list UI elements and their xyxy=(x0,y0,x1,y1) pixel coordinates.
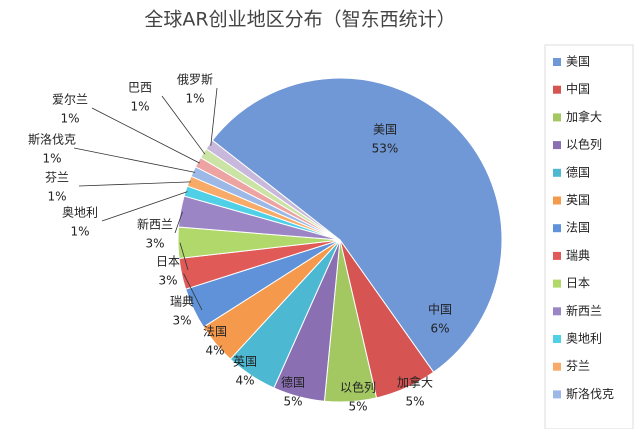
legend-swatch xyxy=(553,251,561,260)
leader-line xyxy=(78,181,191,187)
legend-label: 加拿大 xyxy=(566,109,602,124)
leader-line xyxy=(101,191,188,222)
legend-label: 斯洛伐克 xyxy=(566,386,614,401)
legend-swatch xyxy=(553,362,561,371)
slice-label: 日本 xyxy=(156,255,180,269)
slice-label: 爱尔兰 xyxy=(52,92,88,107)
slice-label: 斯洛伐克 xyxy=(28,132,76,147)
slice-value-label: 1% xyxy=(47,190,66,204)
slice-value-label: 5% xyxy=(348,400,367,414)
slice-label: 德国 xyxy=(281,375,305,390)
legend-label: 以色列 xyxy=(566,138,602,152)
slice-value-label: 1% xyxy=(185,92,204,106)
slice-label: 巴西 xyxy=(128,81,152,95)
leader-line xyxy=(161,95,206,155)
slice-value-label: 5% xyxy=(283,395,302,409)
slice-value-label: 5% xyxy=(405,395,424,409)
chart-title: 全球AR创业地区分布（智东西统计） xyxy=(144,9,455,31)
slice-value-label: 1% xyxy=(60,112,79,126)
slice-value-label: 53% xyxy=(372,142,399,156)
slice-label: 瑞典 xyxy=(170,295,194,309)
legend-swatch xyxy=(553,196,561,205)
slice-value-label: 4% xyxy=(235,374,254,388)
legend-swatch xyxy=(553,113,561,122)
legend-swatch xyxy=(553,307,561,316)
slice-value-label: 3% xyxy=(145,237,164,251)
legend-label: 法国 xyxy=(566,221,590,235)
slice-value-label: 3% xyxy=(158,274,177,288)
legend-label: 芬兰 xyxy=(566,359,590,373)
legend-label: 奥地利 xyxy=(566,332,602,346)
slice-label: 美国 xyxy=(373,123,397,137)
legend-swatch xyxy=(553,85,561,94)
legend-swatch xyxy=(553,141,561,150)
slice-label: 俄罗斯 xyxy=(177,73,213,87)
leader-line xyxy=(174,211,183,234)
legend-swatch xyxy=(553,224,561,233)
legend-label: 日本 xyxy=(566,276,590,290)
slice-label: 新西兰 xyxy=(137,217,173,232)
legend-swatch xyxy=(553,58,561,66)
slice-label: 奥地利 xyxy=(62,206,98,220)
slice-label: 中国 xyxy=(428,302,452,317)
legend-label: 英国 xyxy=(566,193,590,207)
slice-label: 以色列 xyxy=(340,381,376,395)
slice-value-label: 1% xyxy=(130,100,149,114)
legend-swatch xyxy=(553,168,561,177)
slice-value-label: 4% xyxy=(205,344,224,358)
legend-swatch xyxy=(553,390,561,399)
legend-label: 德国 xyxy=(566,164,590,179)
slice-value-label: 1% xyxy=(70,225,89,239)
legend-box xyxy=(544,44,634,429)
slice-value-label: 1% xyxy=(42,152,61,166)
slice-label: 加拿大 xyxy=(397,375,433,390)
slice-value-label: 6% xyxy=(430,322,449,336)
pie-slice xyxy=(211,77,503,373)
legend-label: 新西兰 xyxy=(566,303,602,318)
slice-value-label: 3% xyxy=(172,314,191,328)
pie-slice xyxy=(205,139,341,241)
leader-line xyxy=(91,107,200,164)
leader-line xyxy=(183,273,203,311)
legend-label: 中国 xyxy=(566,81,590,96)
legend-label: 瑞典 xyxy=(566,248,590,262)
slice-label: 法国 xyxy=(203,325,227,339)
legend-swatch xyxy=(553,335,561,343)
slice-label: 英国 xyxy=(233,355,257,369)
leader-line xyxy=(210,87,218,146)
slice-label: 芬兰 xyxy=(45,171,69,185)
leader-line xyxy=(73,147,196,173)
legend-swatch xyxy=(553,279,561,288)
legend-label: 美国 xyxy=(566,55,590,69)
leader-line xyxy=(179,242,189,271)
